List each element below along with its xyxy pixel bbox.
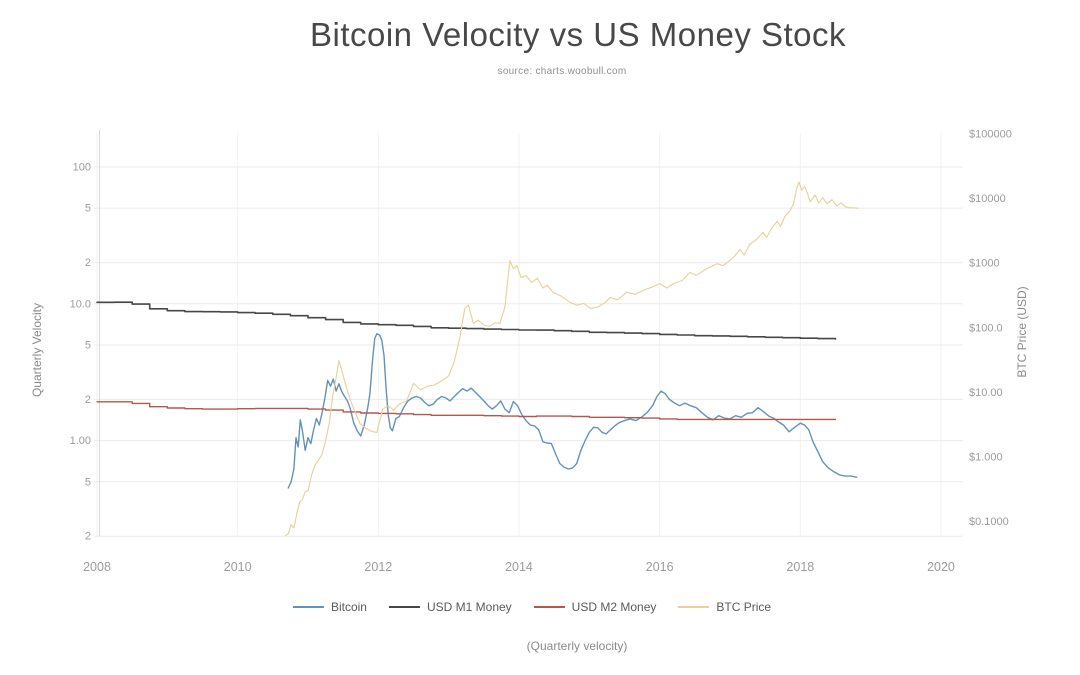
svg-text:100: 100 xyxy=(73,162,91,174)
series-line-usd-m1-money xyxy=(96,301,837,340)
y-axis-title-left: Quarterly Velocity xyxy=(30,302,44,398)
svg-text:$10000: $10000 xyxy=(969,193,1006,205)
svg-text:$0.1000: $0.1000 xyxy=(969,516,1009,528)
legend-line-swatch-usd-m1-money xyxy=(388,606,420,608)
source-caption: source: charts.woobull.com xyxy=(497,66,627,77)
page-title: Bitcoin Velocity vs US Money Stock xyxy=(309,16,847,53)
series-line-bitcoin xyxy=(287,333,858,489)
svg-text:2016: 2016 xyxy=(646,560,674,574)
left-tick-labels: 100 5 2 10.0 5 2 1.00 5 2 xyxy=(70,162,91,543)
svg-text:2: 2 xyxy=(85,531,91,543)
y-axis-title-right: BTC Price (USD) xyxy=(1015,286,1029,378)
legend-item-usd-m1-money[interactable]: USD M1 Money xyxy=(388,600,512,614)
svg-text:5: 5 xyxy=(85,203,91,215)
v-gridlines xyxy=(96,133,942,537)
svg-text:2010: 2010 xyxy=(224,560,252,574)
svg-text:$1000: $1000 xyxy=(969,258,1000,270)
svg-text:2018: 2018 xyxy=(786,560,814,574)
svg-text:10.0: 10.0 xyxy=(70,298,91,310)
svg-text:2008: 2008 xyxy=(83,560,111,574)
svg-text:2: 2 xyxy=(85,394,91,406)
svg-text:5: 5 xyxy=(85,476,91,488)
legend-item-usd-m2-money[interactable]: USD M2 Money xyxy=(533,600,657,614)
legend-line-swatch-usd-m2-money xyxy=(533,606,565,608)
legend-item-bitcoin[interactable]: Bitcoin xyxy=(292,600,367,614)
svg-text:$1.000: $1.000 xyxy=(969,452,1003,464)
svg-text:$100000: $100000 xyxy=(969,129,1012,141)
svg-text:2020: 2020 xyxy=(927,560,955,574)
x-tick-labels: 2008 2010 2012 2014 2016 2018 2020 xyxy=(83,560,955,574)
svg-text:2012: 2012 xyxy=(364,560,392,574)
legend-item-btc-price[interactable]: BTC Price xyxy=(678,600,771,614)
svg-text:1.00: 1.00 xyxy=(70,435,91,447)
legend-label-btc-price: BTC Price xyxy=(716,600,772,614)
right-tick-labels: $100000 $10000 $1000 $100.0 $10.00 $1.000 $0.1… xyxy=(969,129,1012,529)
svg-text:2: 2 xyxy=(85,257,91,269)
series-line-btc-price xyxy=(284,181,859,537)
series-lines xyxy=(96,181,859,537)
svg-text:2014: 2014 xyxy=(505,560,533,574)
legend-label-usd-m2-money: USD M2 Money xyxy=(571,600,657,614)
svg-text:$10.00: $10.00 xyxy=(969,387,1003,399)
legend-line-swatch-btc-price xyxy=(678,606,710,608)
svg-text:$100.0: $100.0 xyxy=(969,322,1003,334)
legend-label-usd-m1-money: USD M1 Money xyxy=(426,600,512,614)
legend-label-bitcoin: Bitcoin xyxy=(330,600,367,614)
legend-line-swatch-bitcoin xyxy=(292,606,324,608)
svg-text:5: 5 xyxy=(85,339,91,351)
h-gridlines xyxy=(94,166,963,537)
series-line-usd-m2-money xyxy=(96,401,837,421)
x-axis-subtitle: (Quarterly velocity) xyxy=(526,639,628,653)
legend: Bitcoin USD M1 Money USD M2 Money BTC Pr… xyxy=(292,600,771,614)
